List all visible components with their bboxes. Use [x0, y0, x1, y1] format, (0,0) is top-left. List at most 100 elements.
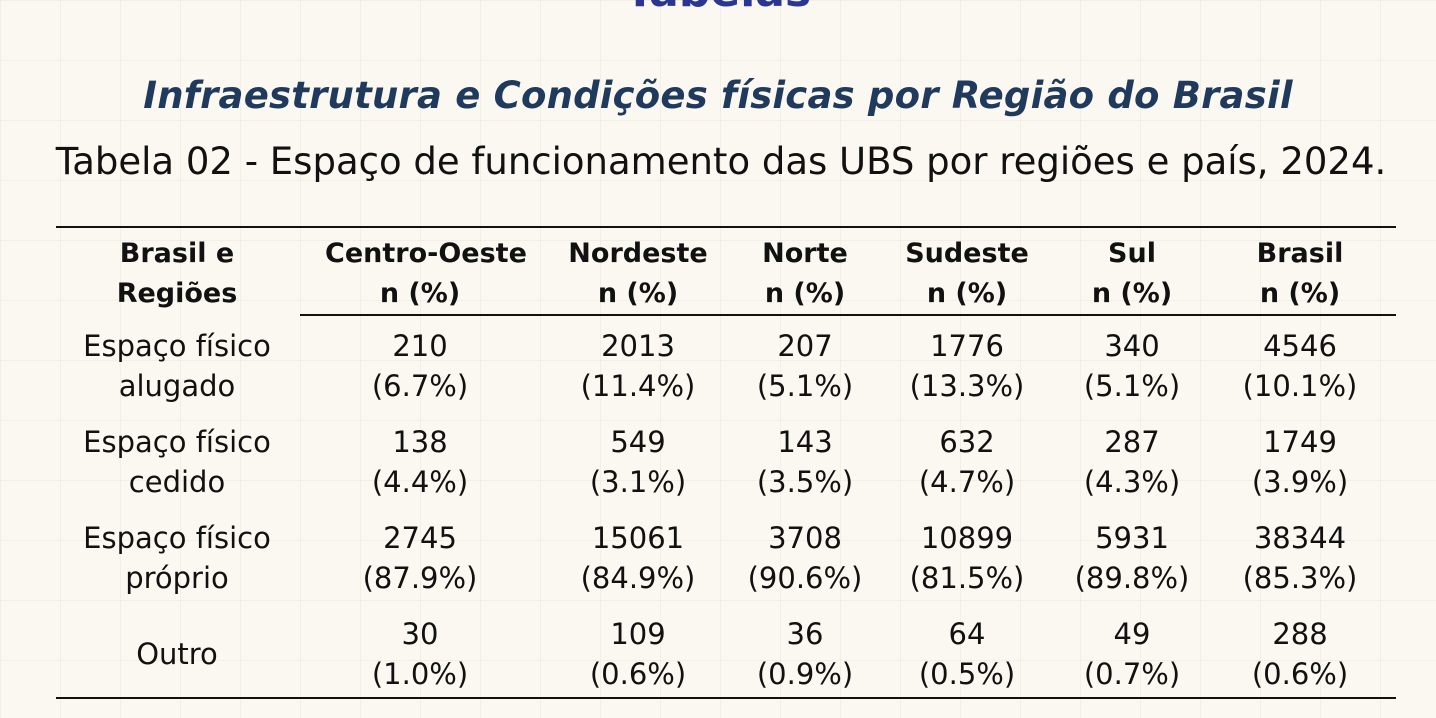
table-cell-line: (89.8%)	[1074, 561, 1190, 595]
table-cell-line: (3.1%)	[589, 465, 687, 499]
table-cell-line: 210	[392, 329, 448, 363]
table-cell-line: (4.3%)	[1083, 465, 1181, 499]
column-header-nordeste-line: Nordeste	[568, 238, 708, 269]
table-cell-line: 15061	[591, 521, 685, 555]
column-header-brasil: Brasil n (%)	[1205, 234, 1395, 314]
table-cell-line: 109	[610, 617, 666, 651]
table-cell: 64 (0.5%)	[872, 614, 1062, 694]
table-cell-line: (3.5%)	[756, 465, 854, 499]
column-header-nordeste: Nordeste n (%)	[543, 234, 733, 314]
table-caption: Tabela 02 - Espaço de funcionamento das …	[55, 140, 1387, 183]
column-header-brasil-line: n (%)	[1259, 278, 1341, 309]
table-cell: 1749 (3.9%)	[1205, 422, 1395, 502]
column-header-sudeste-line: Sudeste	[905, 238, 1029, 269]
table-cell: 1776 (13.3%)	[872, 326, 1062, 406]
table-bottom-rule	[56, 697, 1396, 699]
table-cell-line: 340	[1104, 329, 1160, 363]
table-top-rule	[56, 226, 1396, 228]
table-cell-line: 10899	[920, 521, 1014, 555]
table-cell-line: 143	[777, 425, 833, 459]
table-cell: 2013 (11.4%)	[543, 326, 733, 406]
table-cell: 30 (1.0%)	[325, 614, 515, 694]
table-cell-line: (87.9%)	[362, 561, 478, 595]
table-subtitle: Infraestrutura e Condições físicas por R…	[143, 74, 1293, 117]
column-header-sul-line: Sul	[1108, 238, 1156, 269]
row-label-line: Espaço físico	[83, 521, 271, 555]
row-label-line: Espaço físico	[83, 425, 271, 459]
table-cell-line: 2013	[601, 329, 675, 363]
table-cell-line: (85.3%)	[1242, 561, 1358, 595]
table-cell-line: (0.6%)	[589, 657, 687, 691]
table-cell-line: (5.1%)	[1083, 369, 1181, 403]
row-label: Espaço físico próprio	[82, 518, 272, 598]
table-cell: 138 (4.4%)	[325, 422, 515, 502]
row-label: Outro	[82, 634, 272, 674]
row-label-line: cedido	[128, 465, 226, 499]
table-cell-line: 549	[610, 425, 666, 459]
table-cell: 15061 (84.9%)	[543, 518, 733, 598]
column-header-centro-oeste-line: Centro-Oeste	[325, 238, 527, 269]
table-cell: 38344 (85.3%)	[1205, 518, 1395, 598]
table-cell-line: (13.3%)	[909, 369, 1025, 403]
section-title: Tabelas	[0, 0, 1436, 14]
table-cell-line: 38344	[1253, 521, 1347, 555]
table-cell-line: (81.5%)	[909, 561, 1025, 595]
row-label: Espaço físico cedido	[82, 422, 272, 502]
table-cell-line: (84.9%)	[580, 561, 696, 595]
column-header-centro-oeste: Centro-Oeste n (%)	[325, 234, 527, 314]
stub-header-line: Brasil e	[119, 238, 235, 269]
row-label-line: próprio	[125, 561, 229, 595]
table-cell-line: (0.5%)	[918, 657, 1016, 691]
table-cell: 632 (4.7%)	[872, 422, 1062, 502]
stub-header: Brasil e Regiões	[82, 234, 272, 314]
table-cell: 109 (0.6%)	[543, 614, 733, 694]
column-header-sul: Sul n (%)	[1037, 234, 1227, 314]
row-label: Espaço físico alugado	[82, 326, 272, 406]
table-cell-line: (4.4%)	[371, 465, 469, 499]
table-cell-line: (0.7%)	[1083, 657, 1181, 691]
table-cell: 4546 (10.1%)	[1205, 326, 1395, 406]
table-cell: 549 (3.1%)	[543, 422, 733, 502]
table-cell-line: (3.9%)	[1251, 465, 1349, 499]
table-cell-line: (0.6%)	[1251, 657, 1349, 691]
stub-header-line: Regiões	[116, 278, 238, 309]
table-header-rule	[300, 314, 1396, 316]
table-cell: 143 (3.5%)	[710, 422, 900, 502]
table-cell: 49 (0.7%)	[1037, 614, 1227, 694]
table-cell: 288 (0.6%)	[1205, 614, 1395, 694]
table-cell-line: 64	[948, 617, 986, 651]
table-cell-line: 288	[1272, 617, 1328, 651]
table-cell-line: (90.6%)	[747, 561, 863, 595]
column-header-norte: Norte n (%)	[710, 234, 900, 314]
table-cell-line: 5931	[1095, 521, 1169, 555]
table-cell: 287 (4.3%)	[1037, 422, 1227, 502]
table-cell: 210 (6.7%)	[325, 326, 515, 406]
table-cell-line: (1.0%)	[371, 657, 469, 691]
table-cell-line: (0.9%)	[756, 657, 854, 691]
column-header-sudeste: Sudeste n (%)	[872, 234, 1062, 314]
column-header-brasil-line: Brasil	[1256, 238, 1344, 269]
table-cell: 340 (5.1%)	[1037, 326, 1227, 406]
table-cell: 36 (0.9%)	[710, 614, 900, 694]
table-cell-line: 207	[777, 329, 833, 363]
table-cell-line: (11.4%)	[580, 369, 696, 403]
table-cell: 10899 (81.5%)	[872, 518, 1062, 598]
table-cell-line: (10.1%)	[1242, 369, 1358, 403]
table-cell-line: 36	[786, 617, 824, 651]
table-cell-line: (5.1%)	[756, 369, 854, 403]
column-header-sudeste-line: n (%)	[926, 278, 1008, 309]
table-cell: 207 (5.1%)	[710, 326, 900, 406]
row-label-line: alugado	[118, 369, 236, 403]
table-cell: 2745 (87.9%)	[325, 518, 515, 598]
column-header-nordeste-line: n (%)	[597, 278, 679, 309]
table-cell-line: 1776	[930, 329, 1004, 363]
table-cell-line: 287	[1104, 425, 1160, 459]
column-header-sul-line: n (%)	[1091, 278, 1173, 309]
table-cell: 3708 (90.6%)	[710, 518, 900, 598]
table-cell-line: 49	[1113, 617, 1151, 651]
table-cell-line: (6.7%)	[371, 369, 469, 403]
table-cell-line: (4.7%)	[918, 465, 1016, 499]
table-cell: 5931 (89.8%)	[1037, 518, 1227, 598]
table-cell-line: 632	[939, 425, 995, 459]
table-cell-line: 30	[401, 617, 439, 651]
